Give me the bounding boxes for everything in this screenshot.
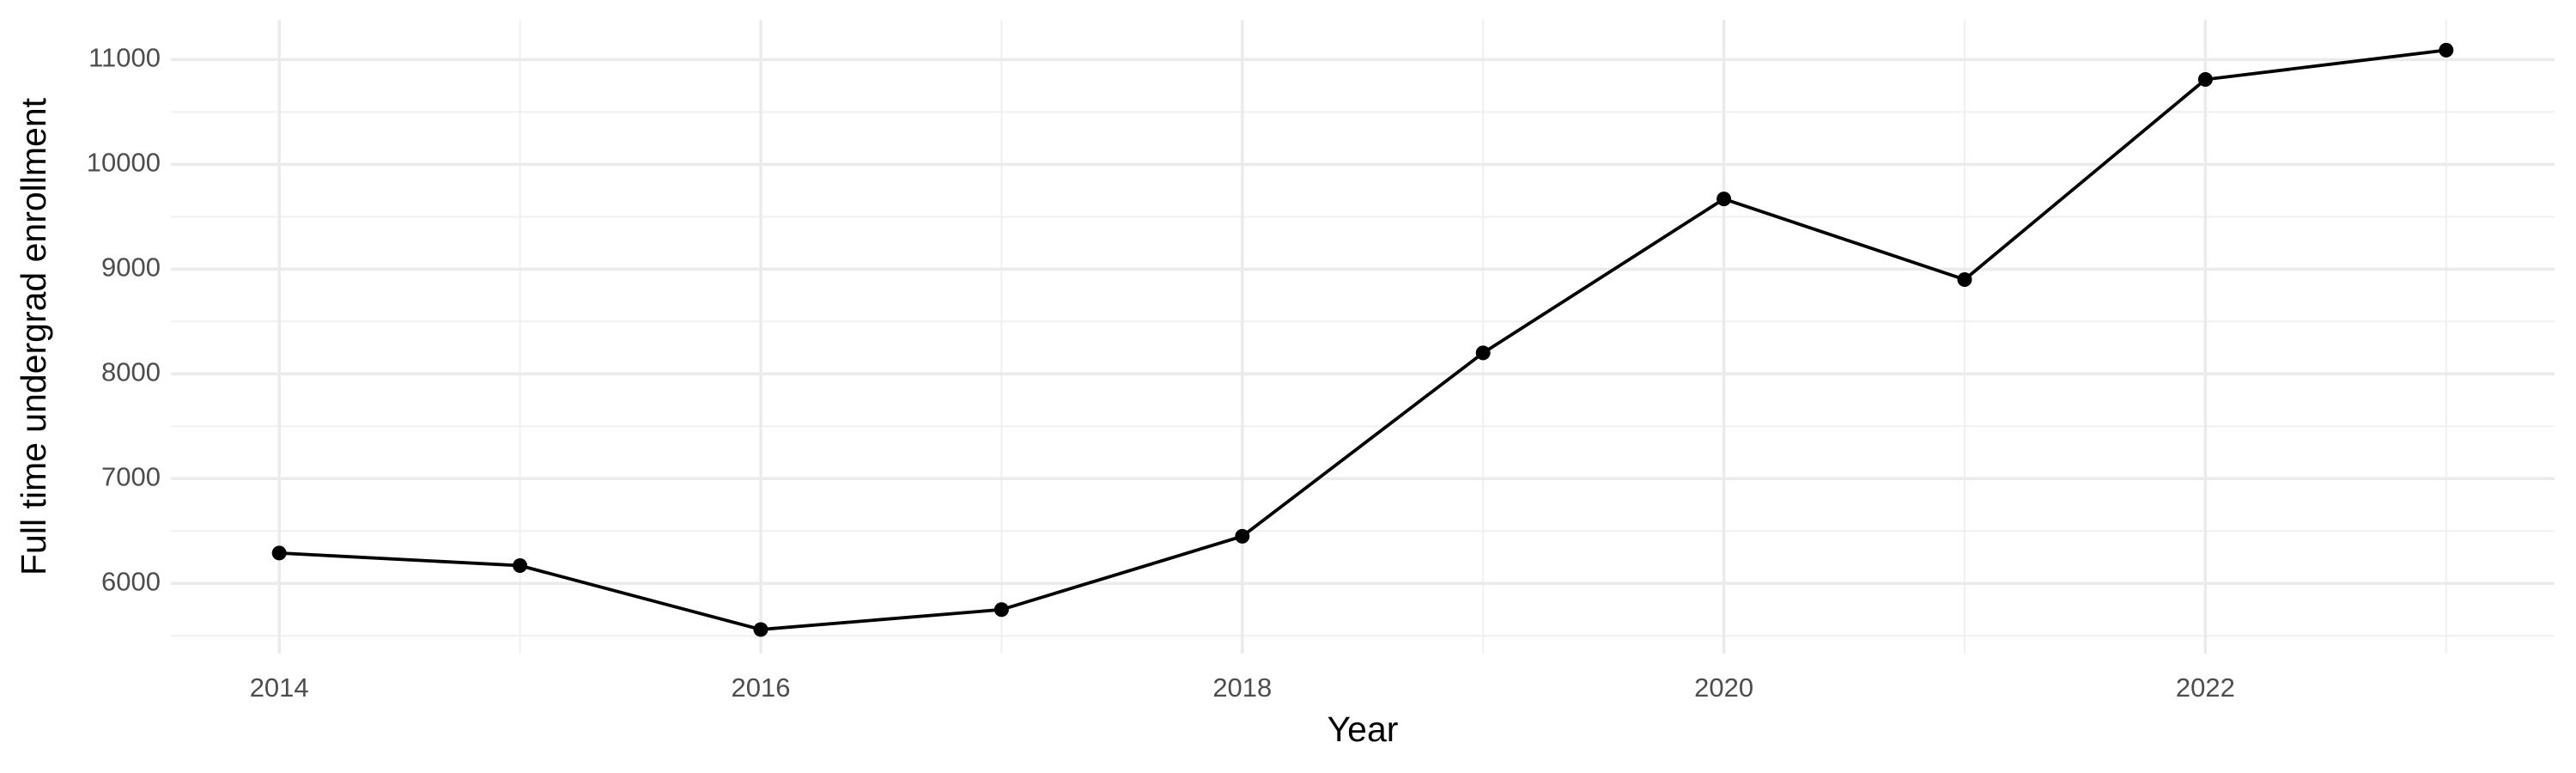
x-tick-label: 2022 xyxy=(2176,673,2235,703)
point xyxy=(1957,272,1972,288)
y-tick-label: 11000 xyxy=(88,43,161,73)
y-tick-label: 9000 xyxy=(101,253,161,283)
y-tick-label: 8000 xyxy=(101,356,161,386)
point xyxy=(513,558,528,574)
x-tick-label: 2016 xyxy=(732,673,791,703)
point xyxy=(753,622,769,637)
point xyxy=(1716,192,1732,207)
point xyxy=(271,545,287,561)
point xyxy=(2439,42,2454,58)
line xyxy=(279,48,2447,631)
x-tick-label: 2020 xyxy=(1694,673,1753,703)
x-tick-label: 2018 xyxy=(1212,673,1272,703)
point xyxy=(993,602,1009,618)
point xyxy=(1235,528,1250,544)
point xyxy=(2197,72,2213,88)
y-tick-label: 10000 xyxy=(87,148,161,178)
y-tick-label: 7000 xyxy=(101,461,161,491)
x-axis-title: Year xyxy=(1327,709,1399,749)
y-tick-label: 6000 xyxy=(101,566,161,596)
x-tick-label: 2014 xyxy=(250,673,309,703)
y-axis-title: Full time undergrad enrollment xyxy=(14,97,53,575)
point xyxy=(1475,345,1491,361)
